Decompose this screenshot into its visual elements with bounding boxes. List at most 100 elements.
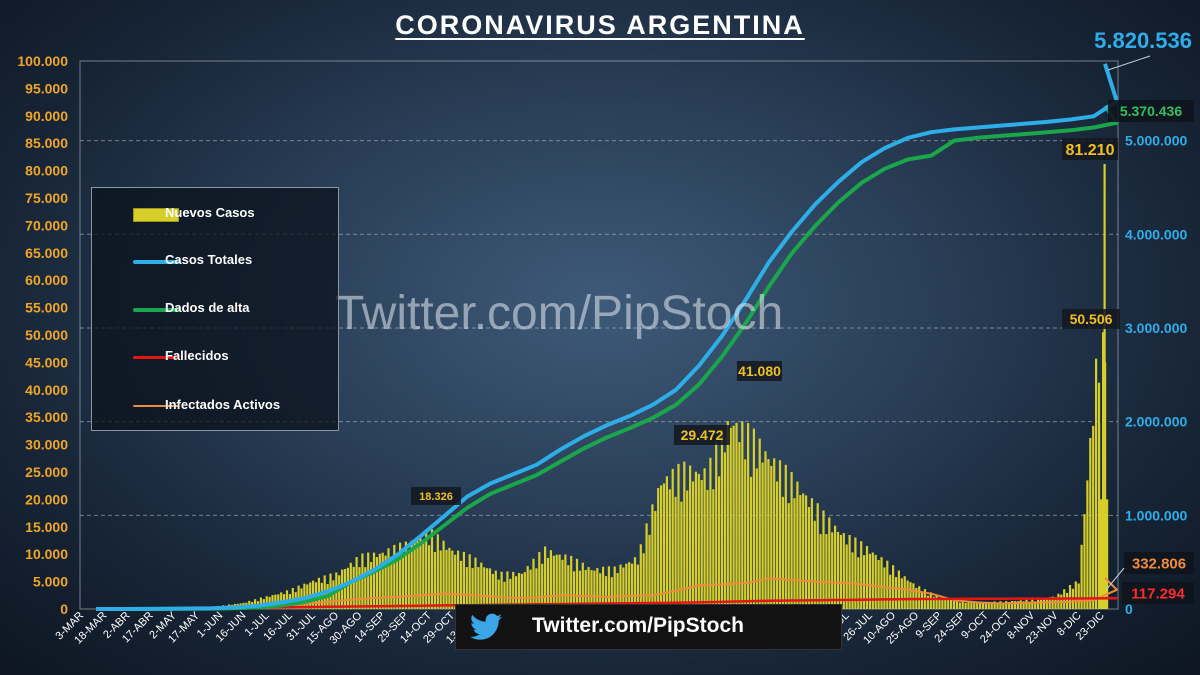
nuevos-casos-bar	[889, 574, 892, 609]
y-axis-left-tick-label: 45.000	[25, 354, 68, 370]
nuevos-casos-bar	[352, 566, 355, 609]
annotation-label-box	[411, 487, 461, 505]
nuevos-casos-bar	[503, 581, 506, 609]
nuevos-casos-bar	[964, 602, 967, 609]
nuevos-casos-bar	[370, 562, 373, 609]
nuevos-casos-bar	[541, 563, 544, 609]
nuevos-casos-bar	[683, 461, 686, 609]
nuevos-casos-bar	[451, 550, 454, 609]
nuevos-casos-bar	[465, 567, 468, 609]
nuevos-casos-bar	[738, 442, 741, 609]
nuevos-casos-bar	[639, 544, 642, 609]
nuevos-casos-bar	[404, 541, 407, 609]
y-axis-left-tick-label: 85.000	[25, 135, 68, 151]
nuevos-casos-bar	[483, 567, 486, 609]
nuevos-casos-bar	[863, 555, 866, 609]
nuevos-casos-bar	[633, 557, 637, 609]
y-axis-left-tick-label: 20.000	[25, 491, 68, 507]
nuevos-casos-bar	[520, 573, 523, 609]
nuevos-casos-bar	[778, 460, 782, 609]
nuevos-casos-bar	[590, 570, 593, 609]
y-axis-right-tick-label: 2.000.000	[1125, 414, 1187, 430]
nuevos-casos-bar	[996, 603, 999, 609]
nuevos-casos-bar	[636, 564, 639, 609]
nuevos-casos-bar	[625, 563, 628, 609]
nuevos-casos-bar	[845, 544, 848, 609]
nuevos-casos-bar	[358, 567, 361, 609]
nuevos-casos-bar	[921, 592, 924, 609]
nuevos-casos-bar	[1106, 499, 1109, 609]
nuevos-casos-bar	[752, 428, 755, 609]
nuevos-casos-bar	[799, 495, 802, 609]
nuevos-casos-bar	[932, 596, 935, 609]
nuevos-casos-bar	[552, 555, 555, 609]
nuevos-casos-bar	[938, 598, 941, 609]
nuevos-casos-bar	[457, 550, 460, 609]
annotation-label: 41.080	[738, 363, 781, 379]
nuevos-casos-bar	[715, 442, 718, 609]
nuevos-casos-bar	[935, 595, 938, 609]
nuevos-casos-bar	[529, 569, 532, 609]
legend-swatch-line	[133, 260, 179, 264]
nuevos-casos-bar	[645, 523, 648, 609]
nuevos-casos-bar	[561, 559, 564, 609]
nuevos-casos-bar	[651, 504, 654, 609]
nuevos-casos-bar	[773, 458, 776, 609]
nuevos-casos-bar	[343, 569, 347, 609]
nuevos-casos-bar	[1013, 601, 1016, 609]
nuevos-casos-bar	[587, 567, 590, 609]
casos-totales-value-label: 5.820.536	[1094, 28, 1192, 53]
nuevos-casos-bar	[349, 562, 352, 609]
nuevos-casos-bar	[346, 567, 349, 609]
y-axis-left-tick-label: 75.000	[25, 190, 68, 206]
nuevos-casos-bar	[967, 601, 970, 609]
nuevos-casos-bar	[718, 476, 721, 609]
nuevos-casos-bar	[767, 459, 770, 609]
nuevos-casos-bar	[1103, 163, 1106, 610]
nuevos-casos-bar	[732, 425, 735, 609]
nuevos-casos-bar	[512, 571, 515, 609]
nuevos-casos-bar	[378, 553, 381, 609]
twitter-banner: Twitter.com/PipStoch	[455, 604, 842, 650]
nuevos-casos-bar	[387, 548, 390, 609]
nuevos-casos-bar	[999, 601, 1002, 609]
nuevos-casos-bar	[909, 582, 912, 609]
nuevos-casos-bar	[410, 540, 413, 609]
nuevos-casos-bar	[401, 556, 405, 609]
nuevos-casos-bar	[877, 560, 880, 609]
nuevos-casos-bar	[961, 600, 964, 609]
nuevos-casos-bar	[430, 529, 434, 609]
nuevos-casos-bar	[662, 483, 666, 609]
nuevos-casos-bar	[578, 570, 581, 609]
nuevos-casos-bar	[842, 533, 845, 609]
nuevos-casos-bar	[952, 601, 956, 609]
nuevos-casos-bar	[897, 570, 900, 609]
y-axis-left-tick-label: 35.000	[25, 409, 68, 425]
nuevos-casos-bar	[903, 576, 906, 609]
nuevos-casos-bar	[981, 602, 985, 609]
nuevos-casos-bar	[506, 571, 509, 609]
nuevos-casos-bar	[445, 549, 448, 609]
nuevos-casos-bar	[944, 598, 947, 609]
nuevos-casos-bar	[616, 573, 619, 609]
nuevos-casos-bar	[810, 498, 813, 609]
nuevos-casos-bar	[407, 549, 410, 609]
nuevos-casos-bar	[515, 576, 518, 609]
nuevos-casos-bar	[926, 595, 929, 609]
nuevos-casos-bar	[865, 546, 869, 609]
nuevos-casos-bar	[1098, 422, 1101, 609]
nuevos-casos-bar	[1086, 480, 1089, 609]
y-axis-left-tick-label: 65.000	[25, 245, 68, 261]
nuevos-casos-bar	[416, 540, 419, 609]
nuevos-casos-bar	[790, 472, 793, 609]
legend-swatch-line	[133, 405, 179, 407]
nuevos-casos-bar	[474, 557, 477, 609]
nuevos-casos-bar	[950, 599, 953, 609]
nuevos-casos-bar	[448, 547, 451, 609]
nuevos-casos-bar	[976, 602, 979, 609]
nuevos-casos-bar	[1025, 599, 1028, 609]
nuevos-casos-bar	[480, 562, 483, 609]
nuevos-casos-bar	[674, 496, 677, 609]
nuevos-casos-bar	[1068, 585, 1072, 609]
